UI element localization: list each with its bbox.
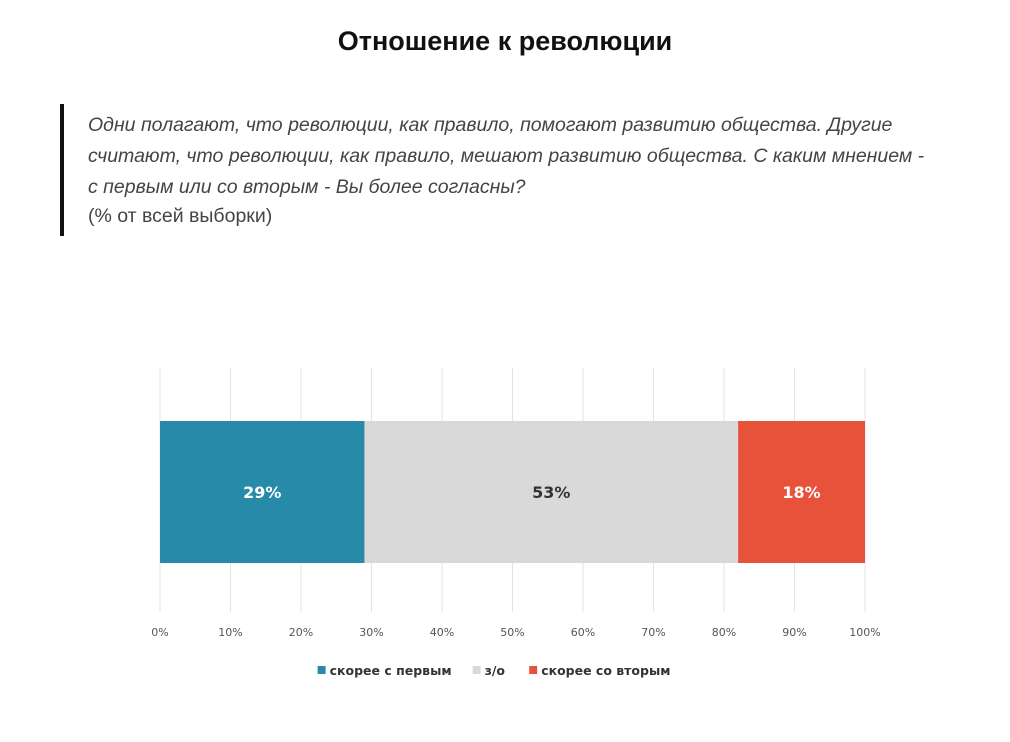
data-label: 18% xyxy=(782,483,820,502)
legend-swatch xyxy=(472,666,481,674)
bar-segment xyxy=(738,421,865,563)
x-tick-label: 0% xyxy=(151,626,168,639)
x-tick-label: 30% xyxy=(359,626,383,639)
legend-swatch xyxy=(317,666,326,674)
legend-label: скорее с первым xyxy=(330,663,452,678)
question-block: Одни полагают, что революции, как правил… xyxy=(60,104,930,236)
x-tick-label: 20% xyxy=(289,626,313,639)
bar-segment xyxy=(160,421,365,563)
data-label: 29% xyxy=(243,483,281,502)
x-tick-label: 80% xyxy=(712,626,736,639)
x-tick-label: 90% xyxy=(782,626,806,639)
bar-segment xyxy=(364,421,739,563)
question-text: Одни полагают, что революции, как правил… xyxy=(88,114,925,198)
page-title: Отношение к революции xyxy=(337,26,673,56)
legend-label: скорее со вторым xyxy=(541,663,670,678)
x-tick-label: 50% xyxy=(500,626,524,639)
x-tick-label: 60% xyxy=(571,626,595,639)
x-tick-label: 40% xyxy=(430,626,454,639)
x-tick-label: 10% xyxy=(218,626,242,639)
sample-note: (% от всей выборки) xyxy=(88,205,273,227)
legend-swatch xyxy=(529,666,538,674)
x-tick-label: 100% xyxy=(849,626,880,639)
x-tick-label: 70% xyxy=(641,626,665,639)
data-label: 53% xyxy=(532,483,570,502)
legend-label: з/о xyxy=(485,663,506,678)
